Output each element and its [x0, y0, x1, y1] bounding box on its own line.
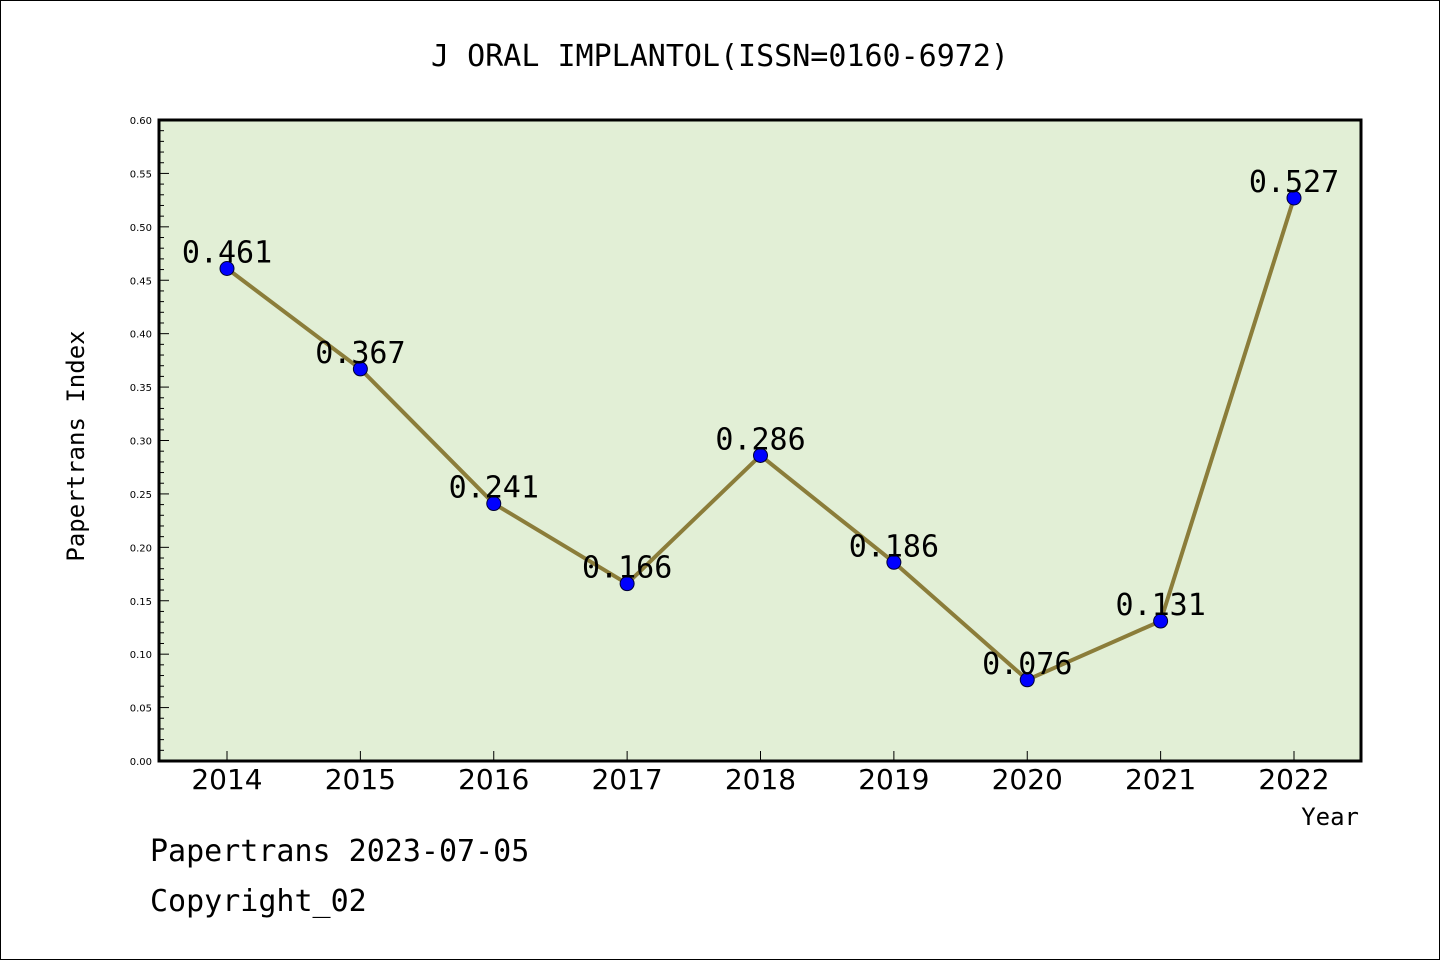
- data-labels: 0.461 0.367 0.241 0.166 0.286 0.186 0.076 0.131…: [182, 165, 1339, 682]
- y-axis-label: Papertrans Index: [62, 330, 90, 561]
- y-tick-label: 0.45: [130, 276, 152, 287]
- y-tick-label: 0.55: [130, 169, 152, 180]
- data-point: [753, 447, 768, 463]
- y-tick-label: 0.60: [130, 116, 152, 127]
- data-point: [886, 554, 902, 570]
- data-label: 0.241: [449, 471, 539, 506]
- plot-area: [157, 118, 1363, 763]
- data-label: 0.527: [1249, 165, 1339, 200]
- y-tick-label: 0.30: [130, 437, 152, 448]
- x-tick-label: 2014: [191, 763, 262, 796]
- y-tick-label: 0.50: [130, 223, 152, 234]
- x-tick-label: 2022: [1258, 763, 1329, 796]
- data-point: [1286, 190, 1302, 206]
- data-point: [219, 260, 235, 276]
- data-label: 0.286: [715, 422, 805, 457]
- x-tick-label: 2015: [325, 763, 396, 796]
- x-tick-label: 2016: [458, 763, 529, 796]
- y-tick-label: 0.20: [130, 543, 152, 554]
- x-axis: 2014 2015 2016 2017 2018 2019 2020 2021 2022: [191, 751, 1330, 796]
- y-tick-label: 0.00: [130, 757, 152, 768]
- data-point: [1153, 613, 1169, 629]
- data-label: 0.367: [315, 336, 405, 371]
- data-point: [619, 576, 635, 592]
- y-tick-label: 0.05: [130, 704, 152, 715]
- data-point: [1019, 672, 1035, 688]
- data-point: [486, 496, 502, 512]
- x-tick-label: 2020: [992, 763, 1063, 796]
- footer-copyright: Copyright_02: [150, 884, 367, 919]
- data-label: 0.131: [1115, 588, 1205, 623]
- y-tick-label: 0.10: [130, 650, 152, 661]
- x-tick-label: 2017: [591, 763, 662, 796]
- y-tick-label: 0.25: [130, 490, 152, 501]
- x-tick-label: 2019: [858, 763, 929, 796]
- data-label: 0.186: [849, 529, 939, 564]
- x-tick-label: 2021: [1125, 763, 1196, 796]
- data-label: 0.461: [182, 235, 272, 270]
- series-markers: [219, 190, 1302, 688]
- y-tick-label: 0.35: [130, 383, 152, 394]
- footer-date: Papertrans 2023-07-05: [150, 834, 530, 869]
- data-point: [352, 361, 368, 377]
- y-axis: 0.00 0.05 0.10 0.15 0.20 0.25 0.30 0.35 0.40 0.45…: [130, 116, 169, 768]
- y-tick-label: 0.15: [130, 597, 152, 608]
- data-label: 0.166: [582, 551, 672, 586]
- y-tick-label: 0.40: [130, 330, 152, 341]
- chart-title: J ORAL IMPLANTOL(ISSN=0160-6972): [431, 39, 1009, 74]
- x-axis-label: Year: [1301, 803, 1359, 831]
- data-label: 0.076: [982, 647, 1072, 682]
- x-tick-label: 2018: [725, 763, 796, 796]
